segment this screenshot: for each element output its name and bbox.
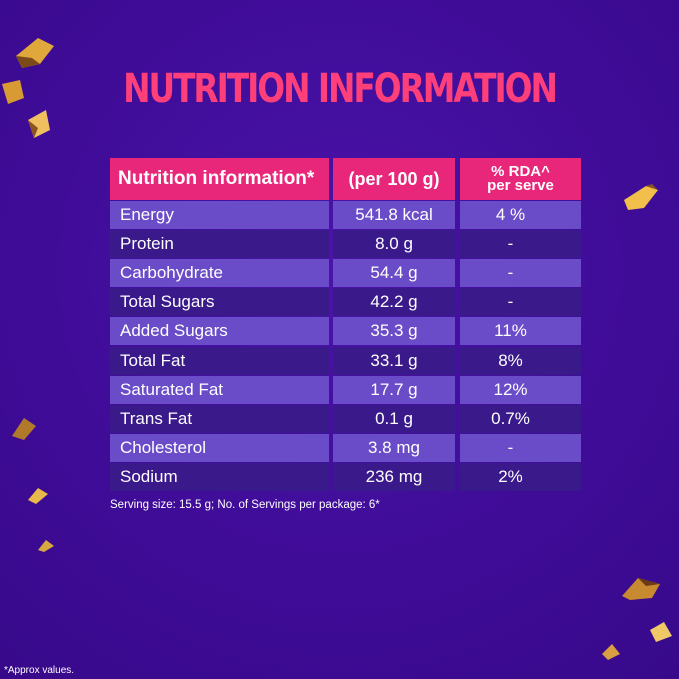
nutrient-name: Cholesterol xyxy=(110,434,329,462)
rda-value: 0.7% xyxy=(460,405,581,433)
per-100g-value: 541.8 kcal xyxy=(333,201,455,229)
nutrient-name: Total Sugars xyxy=(110,288,329,316)
footnote: *Approx values. xyxy=(4,665,75,676)
header-per-100g-label: (per 100 g) xyxy=(348,168,440,189)
per-100g-value: 35.3 g xyxy=(333,317,455,345)
per-100g-value: 236 mg xyxy=(333,463,455,491)
nut-piece-icon xyxy=(624,184,658,210)
header-rda: % RDA^ per serve xyxy=(460,158,581,200)
nutrient-name: Trans Fat xyxy=(110,405,329,433)
rda-value: - xyxy=(460,288,581,316)
page-title: NUTRITION INFORMATION xyxy=(123,66,558,112)
rda-value: 2% xyxy=(460,463,581,491)
nutrient-name: Sodium xyxy=(110,463,329,491)
rda-value: 4 % xyxy=(460,201,581,229)
nut-piece-icon xyxy=(622,578,660,600)
nutrient-name: Protein xyxy=(110,230,329,258)
nut-piece-icon xyxy=(16,38,54,68)
per-100g-value: 42.2 g xyxy=(333,288,455,316)
per-100g-value: 33.1 g xyxy=(333,347,455,375)
serving-note: Serving size: 15.5 g; No. of Servings pe… xyxy=(110,499,380,511)
per-100g-value: 0.1 g xyxy=(333,405,455,433)
nut-piece-icon xyxy=(2,80,24,104)
header-nutrient-label: Nutrition information* xyxy=(118,168,315,189)
header-per-100g: (per 100 g) xyxy=(333,158,455,200)
nutrient-name: Added Sugars xyxy=(110,317,329,345)
rda-value: 12% xyxy=(460,376,581,404)
per-100g-value: 17.7 g xyxy=(333,376,455,404)
rda-value: 8% xyxy=(460,347,581,375)
nutrient-name: Energy xyxy=(110,201,329,229)
nutrient-name: Saturated Fat xyxy=(110,376,329,404)
per-100g-value: 8.0 g xyxy=(333,230,455,258)
nut-piece-icon xyxy=(28,110,50,138)
rda-value: - xyxy=(460,230,581,258)
nut-piece-icon xyxy=(38,540,54,552)
nut-piece-icon xyxy=(28,488,48,504)
rda-value: - xyxy=(460,434,581,462)
per-100g-value: 3.8 mg xyxy=(333,434,455,462)
nut-piece-icon xyxy=(650,622,672,642)
nut-piece-icon xyxy=(12,418,36,440)
rda-value: 11% xyxy=(460,317,581,345)
nut-piece-icon xyxy=(602,644,620,660)
nutrient-name: Carbohydrate xyxy=(110,259,329,287)
header-rda-line1: % RDA^ xyxy=(491,163,550,180)
header-nutrient: Nutrition information* xyxy=(110,158,329,200)
nutrient-name: Total Fat xyxy=(110,347,329,375)
per-100g-value: 54.4 g xyxy=(333,259,455,287)
rda-value: - xyxy=(460,259,581,287)
header-rda-line2: per serve xyxy=(487,177,554,194)
